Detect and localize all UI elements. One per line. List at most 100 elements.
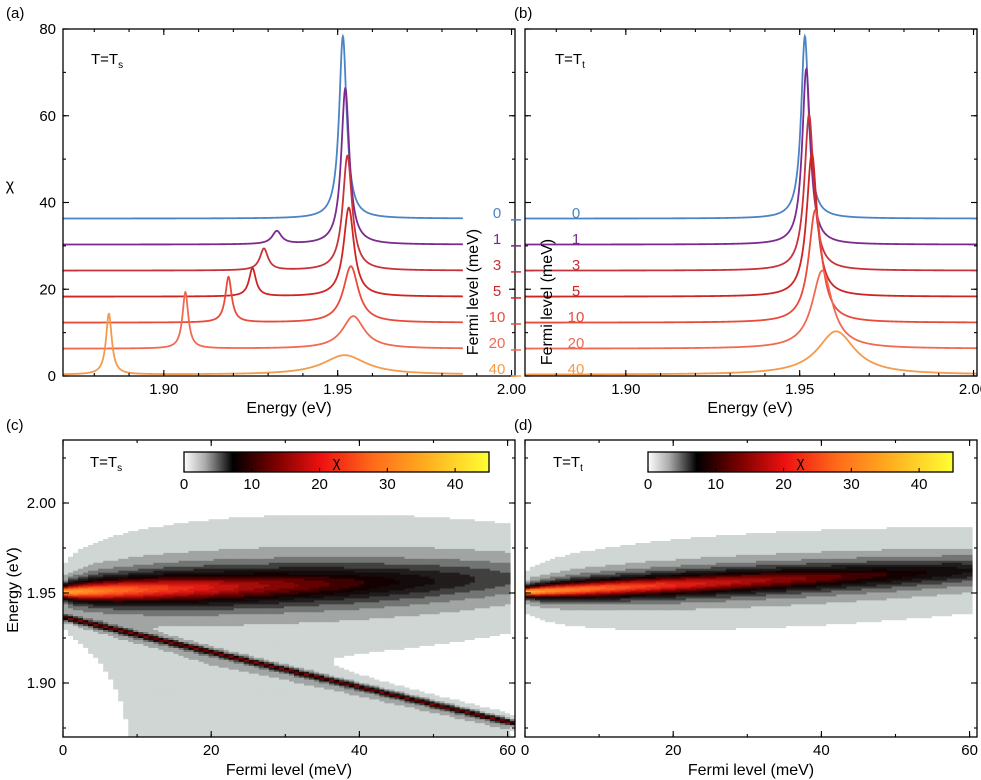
heat-cell xyxy=(173,685,180,689)
heat-cell xyxy=(143,556,149,560)
heat-cell xyxy=(78,628,84,631)
heat-cell xyxy=(208,651,215,655)
heat-cell xyxy=(268,661,275,665)
heat-cell xyxy=(213,713,220,716)
heat-cell xyxy=(128,608,134,611)
heat-cell xyxy=(163,539,170,542)
heat-cell xyxy=(213,610,220,613)
heat-cell xyxy=(83,612,89,615)
heat-cell xyxy=(143,584,149,588)
heat-cell xyxy=(183,550,190,554)
heat-cell xyxy=(193,606,200,609)
series-line-0 xyxy=(525,33,977,220)
heat-cell xyxy=(238,608,245,611)
heat-cell xyxy=(193,695,200,698)
heat-cell xyxy=(198,572,205,576)
heat-cell xyxy=(223,525,230,528)
heat-cell xyxy=(278,663,285,667)
heat-cell xyxy=(278,691,285,695)
heat-cell xyxy=(173,546,180,550)
heat-cell xyxy=(233,566,240,570)
heat-cell xyxy=(108,558,114,562)
heat-cell xyxy=(168,707,175,710)
heat-cell xyxy=(158,709,165,712)
heat-cell xyxy=(213,649,220,653)
heat-cell xyxy=(163,622,170,625)
heat-cell xyxy=(248,667,255,671)
heat-cell xyxy=(123,598,129,601)
heat-cell xyxy=(118,600,124,603)
heat-cell xyxy=(294,507,300,510)
heat-cell xyxy=(223,586,230,590)
heat-cell xyxy=(233,647,240,651)
heat-cell xyxy=(128,614,134,617)
heat-cell xyxy=(83,556,89,560)
heat-cell xyxy=(183,574,190,578)
heat-cell xyxy=(173,598,180,601)
heat-cell xyxy=(123,639,129,643)
heat-cell xyxy=(158,568,165,572)
heat-cell xyxy=(123,578,129,582)
heat-cell xyxy=(128,566,134,570)
heat-cell xyxy=(203,735,210,737)
heat-cell xyxy=(294,554,300,558)
heat-cell xyxy=(183,691,190,695)
heat-cell xyxy=(98,544,104,548)
heat-cell xyxy=(223,539,230,542)
heat-cell xyxy=(78,586,84,590)
heat-cell xyxy=(263,622,270,625)
heat-cell xyxy=(133,729,139,732)
heat-cell xyxy=(153,572,160,576)
heat-cell xyxy=(133,727,139,730)
heat-cell xyxy=(278,665,285,669)
heat-cell xyxy=(289,588,295,592)
heat-cell xyxy=(203,540,210,544)
heat-cell xyxy=(118,663,124,667)
heat-cell xyxy=(78,645,84,649)
heat-cell xyxy=(108,725,114,728)
heat-cell xyxy=(143,649,149,653)
heat-cell xyxy=(113,592,119,596)
heat-cell xyxy=(103,594,109,598)
heat-cell xyxy=(108,624,114,627)
heat-cell xyxy=(178,705,185,708)
heat-cell xyxy=(98,584,104,588)
heat-cell xyxy=(283,707,290,710)
fermi-label-1: 1 xyxy=(572,231,580,248)
heat-cell xyxy=(208,519,215,522)
heat-cell xyxy=(133,661,139,665)
heat-cell xyxy=(193,673,200,677)
heat-cell xyxy=(158,570,165,574)
heat-cell xyxy=(183,554,190,558)
heat-cell xyxy=(208,568,215,572)
heat-cell xyxy=(208,628,215,631)
heat-cell xyxy=(188,657,195,661)
heat-cell xyxy=(183,556,190,560)
heat-cell xyxy=(103,695,109,698)
heat-cell xyxy=(193,657,200,661)
heat-cell xyxy=(203,675,210,679)
heat-cell xyxy=(158,689,165,693)
heat-cell xyxy=(263,616,270,619)
heat-cell xyxy=(233,509,240,512)
heat-cell xyxy=(223,535,230,538)
heat-cell xyxy=(289,675,295,679)
heat-cell xyxy=(238,590,245,594)
heat-cell xyxy=(133,703,139,706)
heat-cell xyxy=(93,548,99,552)
heat-cell xyxy=(148,525,154,528)
heat-cell xyxy=(143,671,149,675)
heat-cell xyxy=(218,610,225,613)
panel-b-fermi-axis-label: Fermi level (meV) xyxy=(539,239,556,365)
heat-cell xyxy=(103,634,109,637)
heat-cell xyxy=(143,606,149,609)
heat-cell xyxy=(289,548,295,552)
panel-b-xlabel: Energy (eV) xyxy=(707,400,792,417)
heat-cell xyxy=(118,725,124,728)
heat-cell xyxy=(183,677,190,681)
heat-cell xyxy=(228,707,235,710)
heat-cell xyxy=(168,533,175,536)
heat-cell xyxy=(233,608,240,611)
heat-cell xyxy=(203,701,210,704)
heat-cell xyxy=(263,612,270,615)
